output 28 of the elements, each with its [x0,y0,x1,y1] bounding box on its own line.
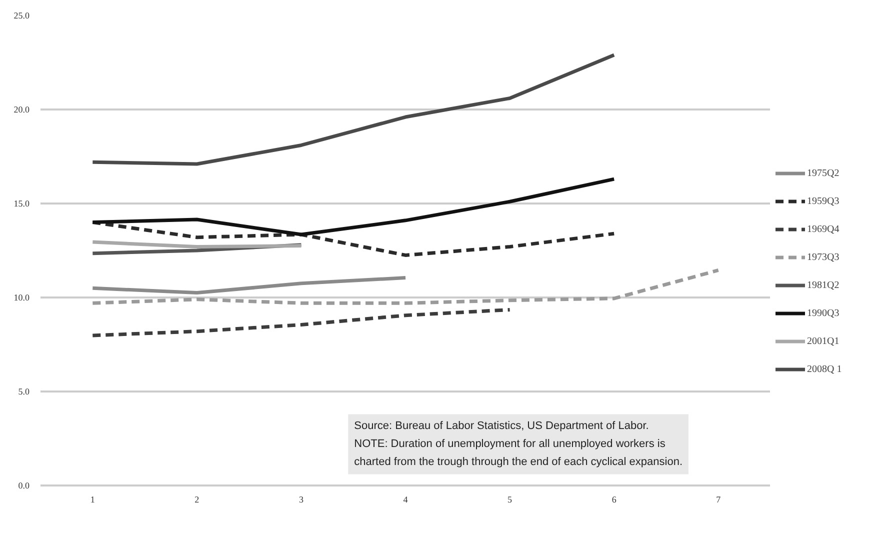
annotation: NOTE: Duration of unemployment for all unemployed workers is charted from the trough through the end of each cyclical expansion. [354,438,683,468]
y-tick-label: 20.0 [14,104,30,114]
x-tick-label: 6 [612,494,617,504]
line-series [90,53,616,166]
line-series [90,268,720,305]
x-tick-label: 2 [194,494,200,504]
line-series [90,308,512,338]
legend-label: 1959Q3 [807,196,840,206]
x-tick-label: 3 [298,494,304,504]
legend-label: 1990Q3 [807,308,840,318]
legend-label: 1973Q3 [807,252,840,262]
line-series [90,276,408,295]
x-tick-label: 5 [508,494,513,504]
y-tick-label: 25.0 [14,10,30,20]
y-tick-label: 5.0 [18,386,30,396]
legend-label: 1981Q2 [807,280,840,290]
y-tick-label: 10.0 [14,292,30,302]
legend-label: 1975Q2 [807,168,840,178]
legend-label: 2008Q 1 [807,364,842,374]
annotation: Source: Bureau of Labor Statistics, US Department of Labor. [354,420,649,432]
x-tick-label: 1 [90,494,95,504]
x-tick-label: 7 [716,494,722,504]
x-tick-label: 4 [403,494,408,504]
y-tick-label: 0.0 [18,480,30,490]
y-tick-label: 15.0 [14,198,30,208]
line-series [90,177,616,236]
legend-label: 2001Q1 [807,336,840,346]
legend-label: 1969Q4 [807,224,840,234]
